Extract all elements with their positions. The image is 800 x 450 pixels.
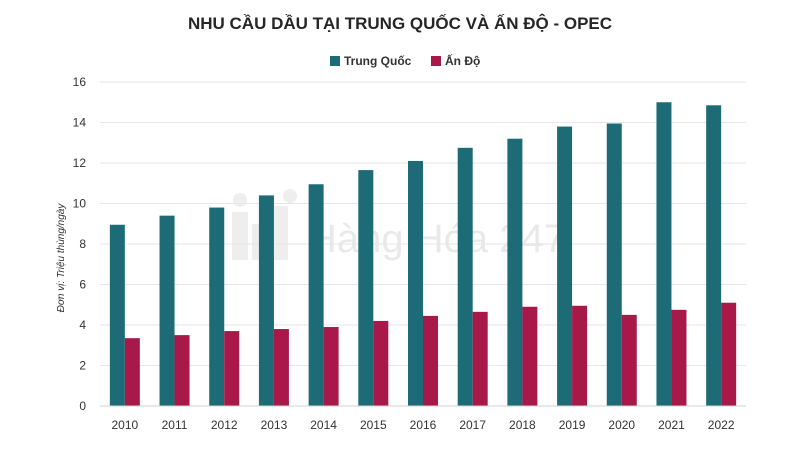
x-tick-label: 2014 — [310, 418, 337, 432]
bar-series-1 — [159, 215, 175, 406]
legend: Trung Quốc Ấn Độ — [330, 53, 480, 68]
watermark-text: Hàng Hóa 247 — [308, 217, 566, 261]
x-axis-ticks: 2010 2011 2012 2013 2014 2015 2016 2017 2018 2019… — [111, 418, 734, 432]
bar-series-2 — [472, 311, 488, 406]
bar-series-2 — [572, 305, 588, 406]
x-tick-label: 2018 — [509, 418, 536, 432]
legend-label: Ấn Độ — [445, 53, 480, 68]
bar-series-1 — [656, 102, 672, 406]
watermark: Hàng Hóa 247 — [232, 189, 566, 261]
x-tick-label: 2010 — [111, 418, 138, 432]
legend-label: Trung Quốc — [344, 54, 412, 68]
y-tick-label: 0 — [79, 399, 86, 413]
bar-series-2 — [373, 320, 389, 406]
bars — [109, 102, 737, 407]
x-tick-label: 2016 — [410, 418, 437, 432]
x-tick-label: 2019 — [559, 418, 586, 432]
y-tick-label: 14 — [73, 116, 87, 130]
bar-series-2 — [273, 329, 289, 406]
y-tick-label: 16 — [73, 75, 87, 89]
bar-series-1 — [408, 160, 423, 406]
legend-swatch — [330, 56, 340, 66]
chart-title: NHU CẦU DẦU TẠI TRUNG QUỐC VÀ ẤN ĐỘ - OP… — [188, 13, 612, 33]
bar-series-1 — [308, 184, 324, 406]
bar-series-2 — [423, 315, 438, 406]
bar-series-2 — [671, 309, 687, 406]
x-tick-label: 2021 — [658, 418, 685, 432]
bar-series-1 — [557, 126, 573, 407]
x-tick-label: 2015 — [360, 418, 387, 432]
bar-series-1 — [507, 138, 523, 406]
y-tick-label: 10 — [73, 197, 87, 211]
bar-series-1 — [358, 170, 374, 406]
bar-series-2 — [124, 338, 140, 406]
x-tick-label: 2011 — [162, 418, 188, 432]
bar-series-1 — [606, 123, 622, 406]
bar-series-1 — [706, 105, 722, 406]
bar-series-1 — [209, 207, 225, 406]
y-axis-ticks: 0 2 4 6 8 10 12 14 16 — [73, 75, 87, 413]
legend-swatch — [431, 56, 441, 66]
y-tick-label: 4 — [79, 318, 86, 332]
x-tick-label: 2013 — [261, 418, 288, 432]
x-tick-label: 2012 — [211, 418, 238, 432]
y-tick-label: 6 — [79, 278, 86, 292]
y-axis-label: Đơn vị: Triệu thùng/ngày — [56, 203, 67, 313]
bar-series-1 — [109, 224, 125, 406]
x-tick-label: 2017 — [459, 418, 486, 432]
bar-series-1 — [457, 147, 473, 406]
bar-series-2 — [224, 331, 240, 406]
bar-series-2 — [721, 302, 737, 406]
y-tick-label: 8 — [79, 237, 86, 251]
bar-series-2 — [323, 327, 339, 406]
bar-series-2 — [174, 335, 190, 406]
x-tick-label: 2020 — [608, 418, 635, 432]
x-tick-label: 2022 — [708, 418, 735, 432]
bar-series-1 — [258, 195, 274, 406]
y-tick-label: 12 — [73, 156, 87, 170]
bar-series-2 — [522, 306, 538, 406]
bar-series-2 — [621, 314, 637, 406]
y-tick-label: 2 — [79, 359, 86, 373]
